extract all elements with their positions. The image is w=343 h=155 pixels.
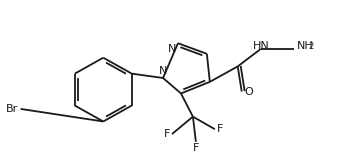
Text: HN: HN <box>253 41 270 51</box>
Text: N: N <box>159 66 167 76</box>
Text: O: O <box>245 86 253 97</box>
Text: N: N <box>168 44 176 54</box>
Text: Br: Br <box>5 104 17 114</box>
Text: 2: 2 <box>308 42 314 51</box>
Text: F: F <box>217 124 223 134</box>
Text: F: F <box>164 129 170 139</box>
Text: F: F <box>193 143 199 153</box>
Text: NH: NH <box>296 41 313 51</box>
